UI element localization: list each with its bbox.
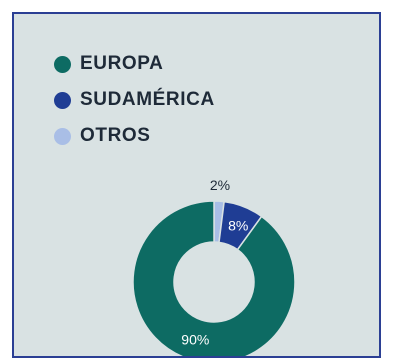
legend-label-otros: OTROS xyxy=(80,125,151,146)
chart-legend: EUROPA SUDAMÉRICA OTROS xyxy=(54,53,215,162)
donut-chart: 90% 8% 2% xyxy=(132,177,296,356)
legend-label-sudamerica: SUDAMÉRICA xyxy=(80,89,215,110)
data-label-europa: 90% xyxy=(181,332,209,348)
legend-marker-europa xyxy=(54,55,71,73)
legend-marker-sudamerica xyxy=(54,91,71,109)
legend-item-europa: EUROPA xyxy=(54,53,215,74)
data-label-sudamerica: 8% xyxy=(228,218,248,234)
legend-label-europa: EUROPA xyxy=(80,53,164,74)
donut-slice-europa xyxy=(132,200,296,356)
legend-item-otros: OTROS xyxy=(54,125,215,146)
legend-marker-otros xyxy=(54,127,71,145)
chart-panel: EUROPA SUDAMÉRICA OTROS 90% 8% 2% xyxy=(12,12,381,358)
legend-item-sudamerica: SUDAMÉRICA xyxy=(54,89,215,110)
data-label-otros: 2% xyxy=(210,177,230,193)
